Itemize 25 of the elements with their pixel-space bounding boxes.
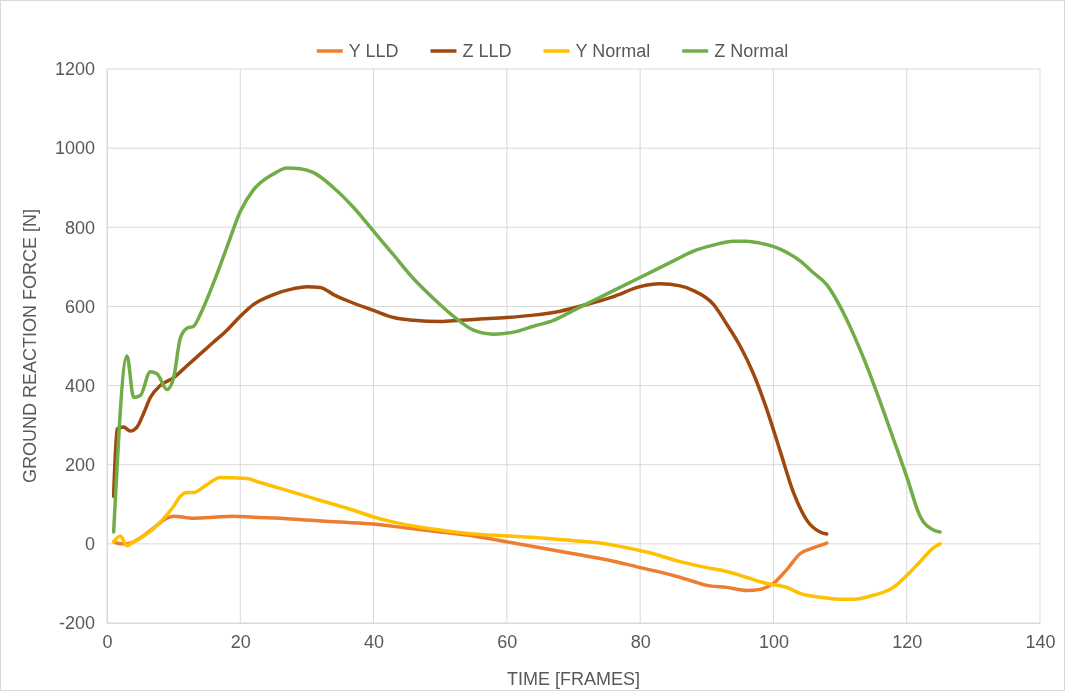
y-tick-label: -200 bbox=[58, 613, 95, 634]
legend-label: Z Normal bbox=[714, 41, 789, 61]
legend-label: Y Normal bbox=[575, 41, 651, 61]
y-tick-label: 1200 bbox=[54, 59, 95, 80]
y-tick-label: 600 bbox=[64, 296, 95, 317]
line-series bbox=[111, 475, 942, 602]
line-series bbox=[111, 282, 829, 536]
x-tick-label: 80 bbox=[630, 631, 651, 652]
y-tick-label: 0 bbox=[84, 534, 95, 555]
x-tick-label: 20 bbox=[230, 631, 251, 652]
y-tick-label: 200 bbox=[64, 454, 95, 475]
y-axis-title: GROUND REACTION FORCE [N] bbox=[20, 208, 40, 484]
y-tick-label: 1000 bbox=[54, 138, 95, 159]
line-series bbox=[111, 166, 942, 534]
y-tick-label: 800 bbox=[64, 217, 95, 238]
legend-label: Y LLD bbox=[348, 41, 399, 61]
y-tick-label: 400 bbox=[64, 375, 95, 396]
x-tick-label: 140 bbox=[1025, 631, 1056, 652]
x-tick-label: 60 bbox=[497, 631, 518, 652]
x-axis-title: TIME [FRAMES] bbox=[506, 669, 641, 689]
x-tick-label: 100 bbox=[758, 631, 789, 652]
x-tick-label: 0 bbox=[102, 631, 113, 652]
x-tick-label: 40 bbox=[364, 631, 385, 652]
x-tick-label: 120 bbox=[892, 631, 923, 652]
legend-label: Z LLD bbox=[462, 41, 512, 61]
